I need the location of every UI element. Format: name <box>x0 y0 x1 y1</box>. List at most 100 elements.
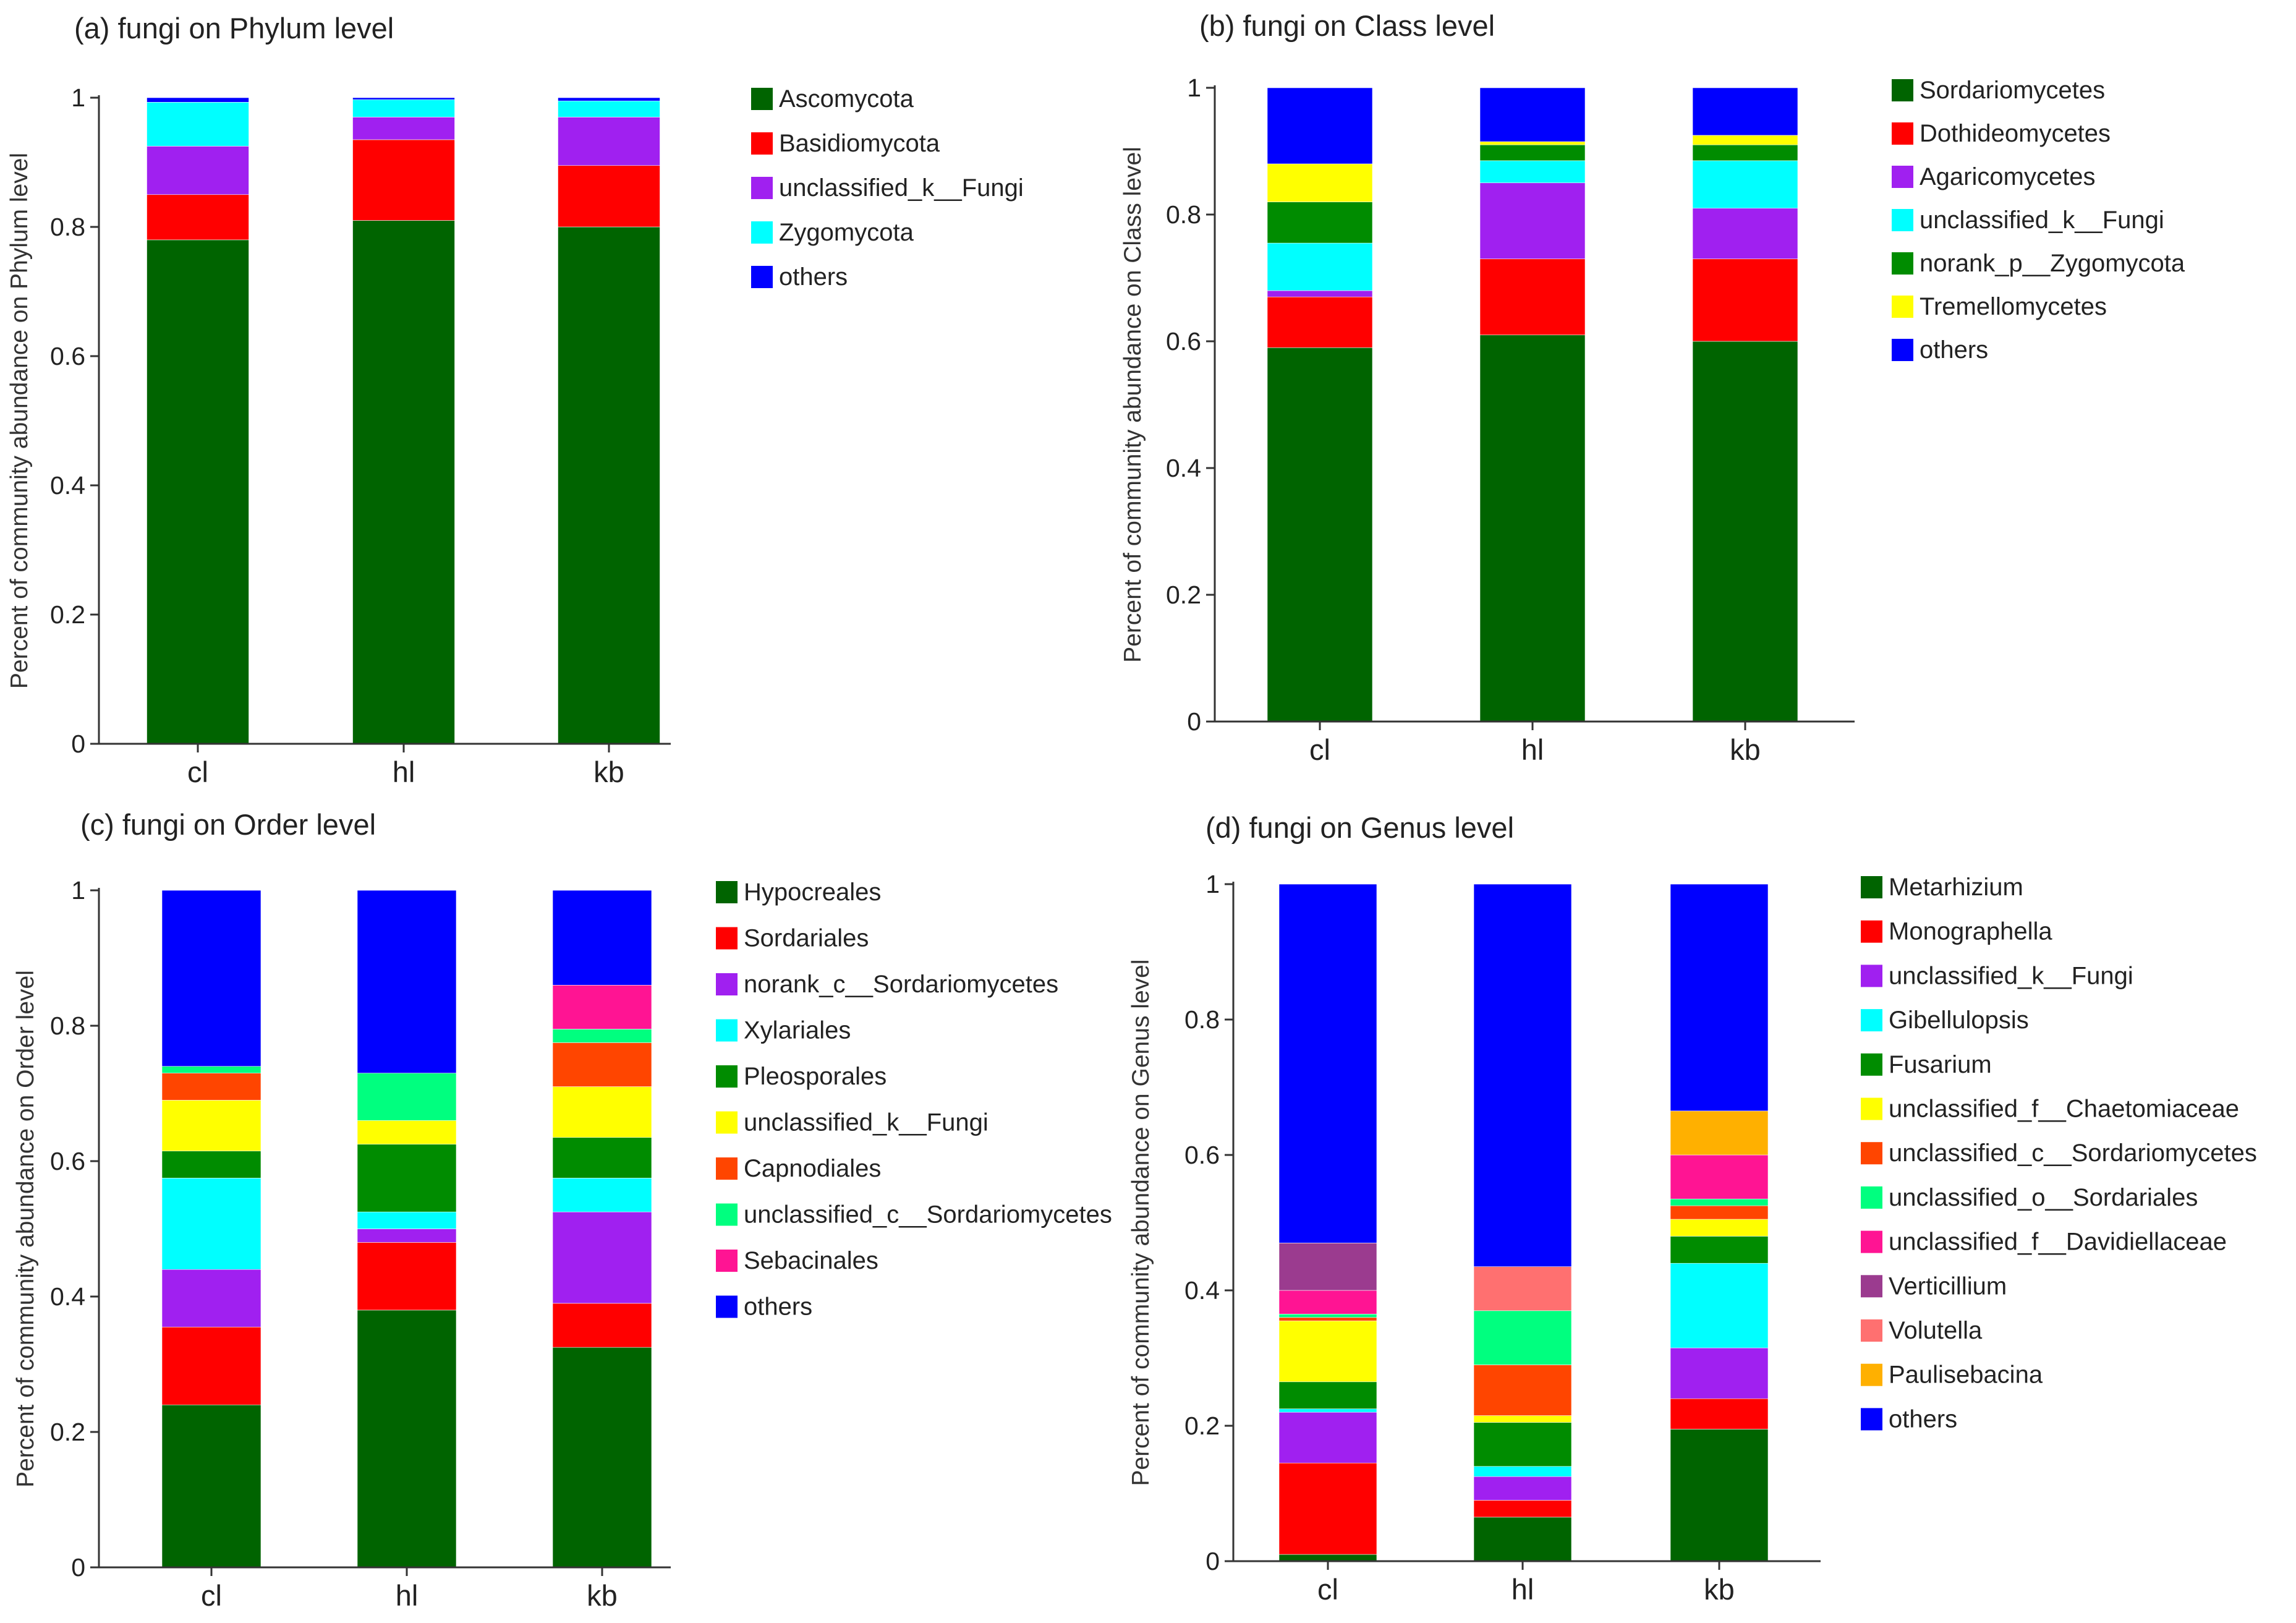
y-tick-label-order-0: 0 <box>71 1553 85 1582</box>
legend-label-order-1: Sordariales <box>744 925 869 952</box>
bar-segment-order-hl-3 <box>357 1211 457 1229</box>
legend-label-order-9: others <box>744 1293 812 1321</box>
y-tick-label-class-0: 0 <box>1187 707 1201 736</box>
bar-segment-genus-hl-1 <box>1473 1500 1572 1518</box>
legend-label-order-6: Capnodiales <box>744 1155 881 1182</box>
legend-label-phylum-3: Zygomycota <box>779 219 914 246</box>
legend-label-class-5: Tremellomycetes <box>1920 293 2107 320</box>
y-axis-title-class: Percent of community abundance on Class … <box>1120 147 1146 663</box>
legend-swatch-order-3 <box>716 1019 738 1042</box>
legend-label-genus-11: Paulisebacina <box>1889 1361 2043 1389</box>
chart-panel-class: (b) fungi on Class level Percent of commu… <box>1120 9 2185 766</box>
bar-segment-genus-hl-6 <box>1473 1365 1572 1416</box>
bar-segment-phylum-hl-0 <box>352 220 455 744</box>
legend-order: Hypocreales Sordariales norank_c__Sordario… <box>716 879 1112 1321</box>
bar-segment-phylum-hl-2 <box>352 117 455 140</box>
y-axis-title-order: Percent of community abundance on Order … <box>12 970 39 1488</box>
x-tick-label-class-hl: hl <box>1521 733 1544 766</box>
bar-segment-class-kb-5 <box>1692 135 1798 145</box>
bar-segment-phylum-hl-4 <box>352 97 455 100</box>
y-tick-label-genus-4: 0.8 <box>1184 1005 1220 1034</box>
legend-swatch-genus-10 <box>1861 1319 1882 1342</box>
bar-segment-class-kb-1 <box>1692 258 1798 342</box>
y-tick-label-genus-1: 0.2 <box>1184 1412 1220 1440</box>
legend-swatch-class-1 <box>1892 122 1913 145</box>
legend-swatch-phylum-1 <box>751 132 773 155</box>
y-tick-label-order-4: 0.8 <box>50 1012 85 1040</box>
bar-segment-genus-hl-7 <box>1473 1310 1572 1365</box>
bar-segment-genus-cl-12 <box>1278 884 1377 1243</box>
chart-panel-genus: (d) fungi on Genus level Percent of commu… <box>1128 811 2257 1606</box>
legend-label-order-8: Sebacinales <box>744 1247 878 1274</box>
bar-segment-genus-kb-11 <box>1670 1110 1769 1156</box>
bar-segment-order-kb-1 <box>552 1303 652 1348</box>
legend-label-class-4: norank_p__Zygomycota <box>1920 250 2185 277</box>
bar-segment-class-cl-0 <box>1267 347 1373 722</box>
legend-swatch-class-0 <box>1892 79 1913 101</box>
y-tick-label-phylum-0: 0 <box>71 730 85 758</box>
bar-segment-genus-cl-0 <box>1278 1554 1377 1562</box>
bar-segment-phylum-kb-0 <box>558 226 660 744</box>
bar-segment-class-cl-1 <box>1267 296 1373 348</box>
legend-swatch-genus-7 <box>1861 1186 1882 1209</box>
bar-segment-order-kb-6 <box>552 1042 652 1087</box>
legend-label-genus-10: Volutella <box>1889 1317 1983 1344</box>
legend-class: Sordariomycetes Dothideomycetes Agaricomyc… <box>1892 77 2185 364</box>
legend-genus: Metarhizium Monographella unclassified_k__… <box>1861 874 2257 1433</box>
legend-swatch-genus-4 <box>1861 1053 1882 1076</box>
bar-segment-order-cl-6 <box>161 1073 261 1101</box>
bar-segment-phylum-hl-1 <box>352 139 455 221</box>
y-tick-label-order-2: 0.4 <box>50 1282 85 1311</box>
bar-segment-phylum-kb-3 <box>558 100 660 117</box>
bar-segment-order-kb-2 <box>552 1211 652 1304</box>
bar-segment-genus-kb-4 <box>1670 1236 1769 1264</box>
x-tick-label-class-kb: kb <box>1730 733 1761 766</box>
bar-segment-genus-cl-6 <box>1278 1317 1377 1321</box>
legend-swatch-class-5 <box>1892 296 1913 318</box>
bar-segment-class-kb-4 <box>1692 144 1798 161</box>
bar-segment-order-cl-5 <box>161 1100 261 1151</box>
bar-segment-order-kb-5 <box>552 1086 652 1138</box>
bar-segment-phylum-cl-0 <box>147 239 249 744</box>
legend-label-order-4: Pleosporales <box>744 1063 887 1090</box>
bar-segment-phylum-hl-3 <box>352 99 455 117</box>
bar-segment-genus-cl-8 <box>1278 1290 1377 1314</box>
y-tick-label-genus-2: 0.4 <box>1184 1276 1220 1305</box>
legend-label-genus-6: unclassified_c__Sordariomycetes <box>1889 1140 2257 1167</box>
bar-segment-order-cl-4 <box>161 1151 261 1178</box>
bar-segment-class-hl-2 <box>1479 182 1586 260</box>
bar-segment-order-cl-2 <box>161 1269 261 1327</box>
bar-segment-genus-kb-8 <box>1670 1154 1769 1199</box>
legend-label-genus-1: Monographella <box>1889 918 2052 945</box>
bar-segment-class-hl-5 <box>1479 141 1586 145</box>
legend-swatch-order-7 <box>716 1203 738 1226</box>
x-tick-label-class-cl: cl <box>1309 733 1330 766</box>
bar-segment-phylum-kb-2 <box>558 117 660 166</box>
y-tick-label-phylum-4: 0.8 <box>50 213 85 241</box>
bar-segment-genus-kb-6 <box>1670 1205 1769 1220</box>
bar-segment-phylum-kb-1 <box>558 165 660 228</box>
legend-swatch-genus-12 <box>1861 1408 1882 1431</box>
legend-swatch-phylum-3 <box>751 221 773 244</box>
y-tick-label-order-1: 0.2 <box>50 1418 85 1446</box>
bar-segment-order-hl-9 <box>357 890 457 1073</box>
bar-segment-order-cl-1 <box>161 1326 261 1405</box>
bar-segment-genus-kb-7 <box>1670 1198 1769 1206</box>
legend-swatch-order-6 <box>716 1157 738 1180</box>
x-tick-label-order-kb: kb <box>587 1579 618 1612</box>
legend-swatch-genus-5 <box>1861 1097 1882 1120</box>
y-tick-label-genus-5: 1 <box>1205 870 1220 898</box>
legend-label-phylum-1: Basidiomycota <box>779 130 940 157</box>
legend-label-order-5: unclassified_k__Fungi <box>744 1109 989 1136</box>
legend-label-genus-0: Metarhizium <box>1889 874 2023 901</box>
bar-segment-order-kb-4 <box>552 1137 652 1178</box>
panel-title-phylum: (a) fungi on Phylum level <box>74 12 394 45</box>
bar-segment-order-hl-4 <box>357 1144 457 1212</box>
bar-segment-genus-cl-5 <box>1278 1320 1377 1382</box>
x-tick-label-phylum-hl: hl <box>393 756 415 788</box>
bar-segment-phylum-cl-4 <box>147 97 249 103</box>
y-tick-label-class-3: 0.6 <box>1166 327 1201 356</box>
bar-segment-genus-hl-5 <box>1473 1415 1572 1423</box>
bar-segment-genus-cl-7 <box>1278 1314 1377 1318</box>
